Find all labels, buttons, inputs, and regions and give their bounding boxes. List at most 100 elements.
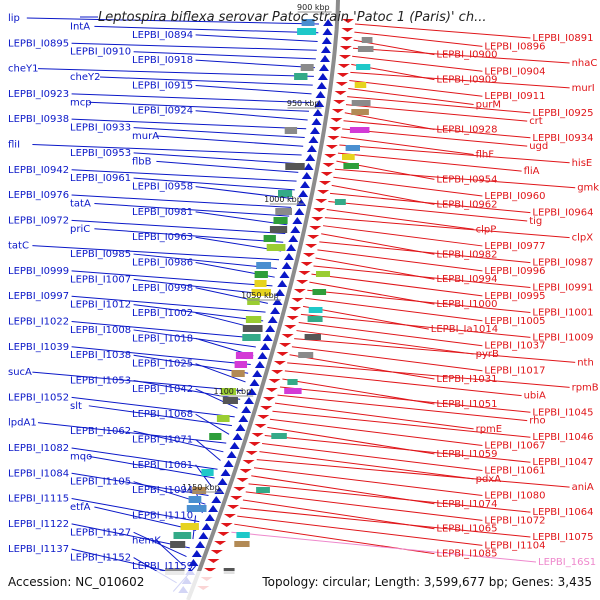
gene-label-left: LEPBI_I0985: [70, 249, 131, 260]
left-strand-arrow: [279, 271, 290, 278]
gene-leader-right: [264, 434, 531, 463]
feature-block: [266, 244, 286, 251]
gene-label-right: aniA: [572, 482, 594, 493]
gene-leader-right: [245, 491, 483, 521]
gene-leader-right: [326, 209, 474, 230]
feature-block: [304, 334, 321, 340]
left-strand-arrow: [314, 100, 325, 107]
gene-leader-right: [343, 120, 531, 139]
kbp-label: 1050 kbp: [241, 291, 279, 300]
gene-leader-left: [71, 396, 235, 418]
gene-leader-right: [313, 265, 531, 289]
left-strand-arrow: [260, 343, 271, 350]
feature-block: [349, 127, 370, 133]
feature-block: [209, 433, 222, 440]
gene-label-left: LEPBI_I1082: [8, 443, 69, 454]
gene-label-left: LEPBI_I0998: [132, 283, 193, 294]
feature-block: [361, 37, 373, 43]
left-strand-arrow: [283, 253, 294, 260]
left-strand-arrow: [249, 379, 260, 386]
feature-block: [334, 199, 346, 205]
right-strand-arrow: [296, 280, 309, 284]
right-strand-arrow: [318, 181, 331, 185]
right-strand-arrow: [330, 118, 343, 122]
gene-leader-left: [156, 160, 299, 173]
gene-label-right: LEPBI_I0987: [532, 258, 593, 269]
left-strand-arrow: [312, 109, 323, 116]
gene-label-left: slt: [70, 401, 82, 412]
gene-leader-left: [195, 439, 221, 461]
gene-leader-left: [94, 25, 319, 34]
gene-label-left: priC: [70, 224, 90, 235]
gene-leader-right: [337, 152, 522, 172]
gene-label-left: LEPBI_I1084: [8, 468, 69, 479]
right-strand-arrow: [214, 541, 227, 545]
feature-block: [235, 352, 254, 359]
gene-label-left: LEPBI_I0972: [8, 215, 69, 226]
left-strand-arrow: [308, 136, 319, 143]
left-strand-arrow: [309, 127, 320, 134]
gene-leader-left: [195, 388, 238, 409]
right-strand-arrow: [210, 550, 223, 554]
gene-label-right: LEPBI_I0911: [484, 91, 545, 102]
gene-leader-left: [71, 346, 251, 365]
gene-label-left: murA: [132, 131, 159, 142]
gene-leader-left: [88, 405, 232, 427]
right-strand-arrow: [320, 172, 333, 176]
gene-label-right: LEPBI_I0960: [484, 191, 545, 202]
left-strand-arrow: [288, 235, 299, 242]
gene-label-left: tatC: [8, 241, 29, 252]
gene-leader-left: [71, 295, 266, 313]
gene-label-right: flhF: [476, 149, 495, 160]
right-strand-arrow: [293, 289, 306, 293]
feature-block: [256, 487, 270, 493]
feature-block: [234, 361, 248, 368]
gene-label-right: LEPBI_I1072: [484, 515, 545, 526]
feature-block: [173, 532, 192, 539]
gene-label-right: LEPBI_I0909: [436, 75, 497, 86]
right-strand-arrow: [342, 19, 355, 23]
right-strand-arrow: [268, 379, 281, 383]
gene-label-right: LEPBI_I0996: [484, 266, 545, 277]
right-strand-arrow: [281, 334, 294, 338]
feature-block: [271, 433, 287, 439]
right-strand-arrow: [217, 532, 230, 536]
right-strand-arrow: [337, 64, 350, 68]
right-strand-arrow: [220, 523, 233, 527]
gene-label-left: fliI: [8, 139, 20, 150]
gene-leader-left: [71, 472, 209, 496]
left-strand-arrow: [195, 541, 206, 548]
gene-leader-right: [287, 362, 570, 388]
gene-label-right: nth: [577, 357, 594, 368]
gene-label-right: LEPBI_I1104: [484, 540, 545, 551]
feature-block: [307, 316, 323, 322]
left-strand-arrow: [286, 244, 297, 251]
right-strand-arrow: [313, 208, 326, 212]
left-strand-arrow: [220, 469, 231, 476]
left-strand-arrow: [211, 496, 222, 503]
gene-label-right: LEPBI_I1037: [484, 341, 545, 352]
left-strand-arrow: [229, 442, 240, 449]
left-strand-arrow: [232, 433, 243, 440]
gene-leader-right: [248, 483, 531, 513]
gene-leader-right: [349, 79, 483, 97]
gene-label-left: LEPBI_I0915: [132, 80, 193, 91]
gene-label-right: LEPBI_I1046: [532, 432, 593, 443]
right-strand-arrow: [233, 487, 246, 491]
left-strand-arrow: [188, 559, 199, 566]
gene-label-left: LEPBI_I1152: [70, 553, 131, 564]
gene-leader-left: [71, 118, 307, 130]
gene-label-left: LEPBI_I0942: [8, 165, 69, 176]
gene-leader-left: [71, 548, 181, 575]
gene-leader-left: [195, 413, 230, 435]
feature-block: [284, 127, 298, 134]
feature-block: [308, 307, 323, 313]
left-strand-arrow: [246, 388, 257, 395]
left-strand-arrow: [294, 208, 305, 215]
gene-leader-left: [26, 17, 319, 25]
gene-label-right: rpmE: [476, 424, 503, 435]
left-strand-arrow: [274, 289, 285, 296]
gene-leader-left: [133, 430, 224, 453]
right-strand-arrow: [341, 28, 354, 32]
gene-leader-right: [324, 217, 570, 239]
